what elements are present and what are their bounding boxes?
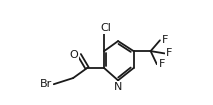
- Text: Br: Br: [40, 79, 52, 89]
- Text: F: F: [166, 48, 173, 58]
- Text: O: O: [69, 50, 78, 60]
- Text: N: N: [114, 82, 122, 92]
- Text: F: F: [158, 59, 165, 69]
- Text: Cl: Cl: [100, 23, 111, 33]
- Text: F: F: [161, 35, 168, 45]
